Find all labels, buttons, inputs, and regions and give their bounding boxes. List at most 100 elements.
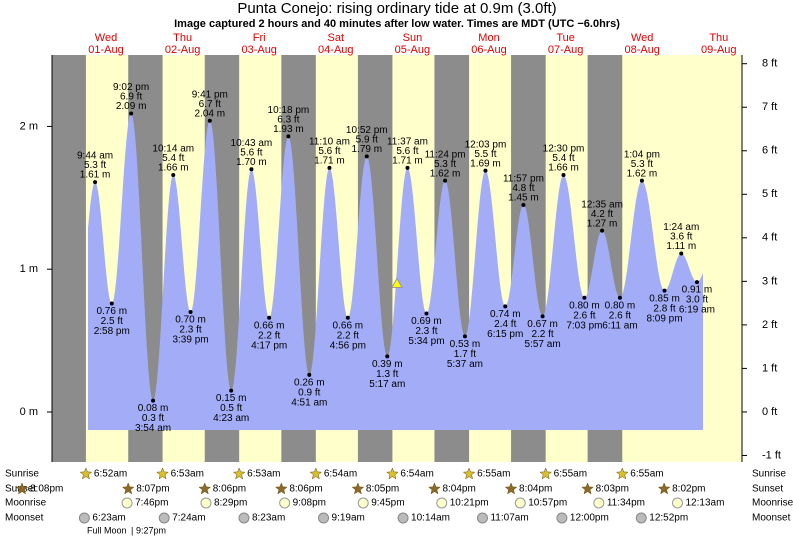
y2-tick-label: 8 ft xyxy=(762,58,777,70)
tide-label: 1.62 m xyxy=(430,168,461,179)
sunrise-time: 6:55am xyxy=(630,469,663,480)
tide-point xyxy=(424,311,429,316)
moonrise-icon xyxy=(436,497,448,509)
tide-label: 5:34 pm xyxy=(408,336,444,347)
row-label: Moonrise xyxy=(752,498,793,509)
tide-label: 1:24 am xyxy=(663,222,699,233)
moonset-icon xyxy=(78,512,90,524)
tide-label: 1:04 pm xyxy=(624,149,660,160)
tide-point xyxy=(679,251,684,256)
tide-label: 6:19 am xyxy=(679,305,715,316)
moon-phase-time: 9:27pm xyxy=(136,525,166,535)
tide-label: 4:56 pm xyxy=(330,340,366,351)
tide-label: 2.8 ft xyxy=(653,303,675,314)
sunrise-time: 6:53am xyxy=(171,469,204,480)
sunset-icon xyxy=(121,482,135,495)
tide-label: 9:44 am xyxy=(77,151,113,162)
y2-tick-label: 1 ft xyxy=(762,362,777,374)
tide-point xyxy=(364,154,369,159)
moonset-time: 12:52pm xyxy=(649,513,688,524)
moonset-icon xyxy=(318,512,330,524)
tide-point xyxy=(129,111,134,116)
sunrise-icon xyxy=(156,467,169,480)
tide-label: 2:58 pm xyxy=(94,326,130,337)
tide-label: 2.3 ft xyxy=(415,326,437,337)
row-label: Moonrise xyxy=(5,498,47,509)
tide-label: 0.69 m xyxy=(411,316,442,327)
tide-label: 0.91 m xyxy=(682,285,713,296)
date-label: 06-Aug xyxy=(471,44,506,56)
moonrise-time: 10:57pm xyxy=(528,498,567,509)
date-label: 08-Aug xyxy=(624,44,659,56)
tide-label: 11:57 pm xyxy=(503,174,544,185)
tide-label: 4:17 pm xyxy=(251,340,287,351)
date-label: 05-Aug xyxy=(395,44,430,56)
moonset-time: 7:24am xyxy=(172,513,205,524)
tide-point xyxy=(171,172,176,177)
tide-label: 4.2 ft xyxy=(591,209,613,220)
tide-label: 0.66 m xyxy=(333,320,364,331)
moonset-time: 11:07am xyxy=(490,513,528,524)
moonrise-icon xyxy=(593,497,605,509)
sunset-icon xyxy=(657,482,671,495)
tide-label: 10:52 pm xyxy=(346,125,388,136)
sunrise-time: 6:54am xyxy=(400,469,433,480)
tide-label: 2.2 ft xyxy=(258,330,280,341)
tide-label: 5.6 ft xyxy=(318,146,340,157)
tide-label: 4:51 am xyxy=(291,398,327,409)
night-band xyxy=(52,55,86,462)
tide-label: 1.93 m xyxy=(273,124,304,135)
moonrise-icon xyxy=(671,497,683,509)
date-label: 01-Aug xyxy=(88,44,123,56)
y2-tick-label: 6 ft xyxy=(762,145,777,157)
moonset-time: 9:19am xyxy=(332,513,365,524)
current-marker xyxy=(391,277,403,288)
labels-layer: 0 m 1 m 2 m -1 ft 0 ft 1 ft 2 ft 3 ft 4 ft 5 ft 6 … xyxy=(20,32,781,524)
sunset-time: 8:05pm xyxy=(366,484,399,495)
tide-label: 1.79 m xyxy=(351,144,382,155)
tide-point xyxy=(249,167,254,172)
tide-point xyxy=(600,228,605,233)
moonrise-icon xyxy=(200,497,212,509)
tide-label: 0.85 m xyxy=(649,293,680,304)
sunrise-time: 6:53am xyxy=(247,469,280,480)
moonset-icon xyxy=(635,512,647,524)
tide-point xyxy=(462,334,467,339)
day-label: Wed xyxy=(631,32,653,44)
moonset-time: 8:23am xyxy=(252,513,285,524)
tide-label: 0.70 m xyxy=(175,315,206,326)
day-label: Wed xyxy=(95,32,117,44)
tide-label: 7:03 pm xyxy=(566,320,602,331)
tide-label: 5:37 am xyxy=(447,359,483,370)
tide-point xyxy=(327,165,332,170)
tide-label: 6:11 am xyxy=(602,320,637,331)
tide-point xyxy=(385,354,390,359)
tide-label: 3.0 ft xyxy=(686,295,708,306)
tide-label: 4:23 am xyxy=(213,413,249,424)
tide-point xyxy=(694,280,699,285)
tide-label: 9:02 pm xyxy=(113,82,149,93)
row-label: Sunrise xyxy=(5,469,39,480)
tide-label: 2.2 ft xyxy=(337,330,359,341)
date-label: 09-Aug xyxy=(701,44,736,56)
sunrise-icon xyxy=(79,467,93,480)
moonrise-icon xyxy=(279,497,291,509)
tide-label: 0.76 m xyxy=(96,306,127,317)
tide-label: 0.26 m xyxy=(294,378,325,389)
sunrise-time: 6:55am xyxy=(554,469,587,480)
tide-label: 6:15 pm xyxy=(487,329,523,340)
sunrise-time: 6:52am xyxy=(94,469,127,480)
moonrise-icon xyxy=(121,497,133,509)
tide-label: 2.09 m xyxy=(116,101,147,112)
tide-label: 11:37 am xyxy=(387,136,428,147)
tide-label: 6.3 ft xyxy=(277,115,299,126)
tide-label: 0.80 m xyxy=(569,300,600,311)
sunrise-icon xyxy=(539,467,553,480)
tide-label: 5.3 ft xyxy=(631,159,653,170)
day-label: Thu xyxy=(709,32,728,44)
tide-label: 5.6 ft xyxy=(396,146,418,157)
tide-label: 5.4 ft xyxy=(162,153,184,164)
date-label: 04-Aug xyxy=(318,44,353,56)
tide-label: 12:35 am xyxy=(581,199,623,210)
